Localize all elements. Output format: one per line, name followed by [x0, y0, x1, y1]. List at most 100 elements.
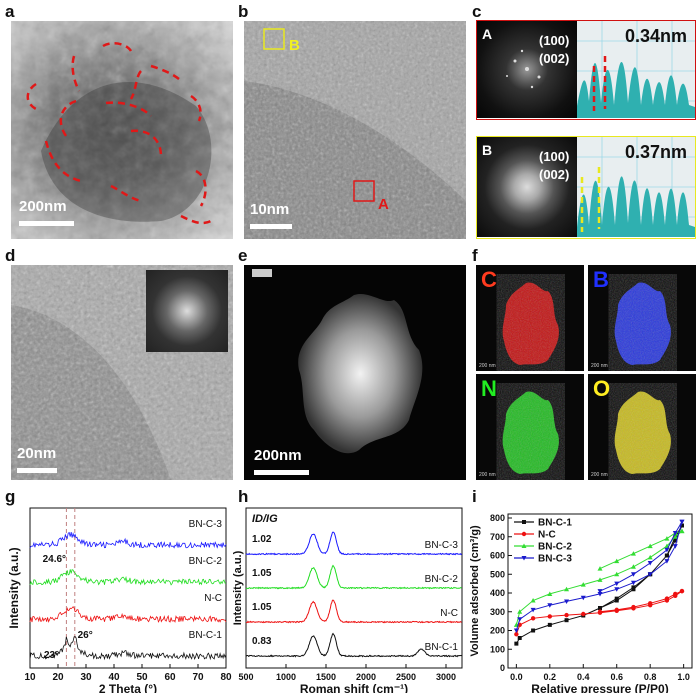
- x-axis-label-h: Roman shift (cm⁻¹): [300, 682, 408, 693]
- data-point: [581, 611, 586, 617]
- y-axis-label-i: Volume adsorbed (cm³/g): [469, 525, 481, 657]
- eds-label-o: O: [593, 376, 611, 401]
- eds-map-b: B 200 nm: [588, 265, 696, 371]
- fft-inset-d: [146, 270, 228, 352]
- data-point: [517, 636, 522, 640]
- panel-label-h: h: [238, 487, 249, 506]
- scalebar-a-text: 200nm: [19, 198, 67, 215]
- data-point: [597, 566, 603, 571]
- eds-label-b: B: [593, 267, 609, 292]
- plane-002-b: (002): [539, 167, 570, 182]
- x-tick-label-i: 0.8: [644, 672, 657, 682]
- data-point: [630, 564, 636, 569]
- data-point: [614, 587, 620, 592]
- data-point: [531, 628, 536, 633]
- scalebar-e: [254, 470, 309, 475]
- series-line-n-c: [246, 599, 462, 624]
- spacing-b: 0.37nm: [625, 142, 688, 162]
- data-point: [513, 628, 519, 633]
- data-point: [521, 531, 527, 537]
- series-line-bn-c-3: [245, 531, 463, 556]
- annotation-24-6: 24.6°: [43, 554, 66, 565]
- annotation-23: 23°: [44, 650, 59, 661]
- ratio-label-bn-c-1: 0.83: [252, 636, 272, 647]
- raman-chart: ID/IG BN-C-3 1.02 BN-C-2 1.05 N-C 1.05 BN-C-1 0.…: [232, 507, 463, 693]
- data-point: [647, 561, 653, 566]
- plane-002-a: (002): [539, 51, 570, 66]
- panel-label-e: e: [238, 246, 248, 265]
- data-point: [647, 601, 653, 606]
- eds-label-n: N: [481, 376, 497, 401]
- data-point: [630, 580, 636, 586]
- y-tick-label-i: 100: [490, 644, 505, 654]
- panel-label-i: i: [472, 487, 477, 506]
- data-point: [614, 581, 620, 587]
- scalebar-b-text: 10nm: [250, 201, 290, 218]
- box-a-label: A: [378, 196, 389, 213]
- panel-c-bottom: B (100) (002) 0.37nm: [476, 136, 696, 239]
- y-tick-label-i: 800: [490, 513, 505, 523]
- series-label-bn-c-2: BN-C-2: [189, 556, 223, 567]
- data-point: [672, 544, 678, 549]
- x-tick-label-g: 30: [80, 672, 92, 683]
- y-tick-label-i: 600: [490, 551, 505, 561]
- scalebar-d: [17, 468, 57, 473]
- data-point: [514, 632, 519, 637]
- x-tick-label-g: 50: [136, 672, 148, 683]
- data-point: [664, 559, 670, 564]
- y-axis-label-g: Intensity (a.u.): [7, 547, 21, 628]
- panel-a-tem-image: 200nm: [11, 21, 233, 239]
- x-tick-label-g: 80: [220, 672, 232, 683]
- data-point: [547, 614, 553, 619]
- panel-label-c: c: [472, 2, 482, 21]
- tag-a: A: [482, 26, 493, 42]
- y-tick-label-i: 200: [490, 626, 505, 636]
- series-label-bn-c-1: BN-C-1: [189, 630, 223, 641]
- panel-label-d: d: [5, 246, 16, 265]
- series-line-bn-c-1: [245, 632, 462, 658]
- series-label-bn-c-1: BN-C-1: [425, 642, 459, 653]
- data-point: [564, 599, 570, 604]
- data-point: [664, 547, 670, 553]
- box-b-label: B: [289, 37, 300, 54]
- ratio-label-bn-c-3: 1.02: [252, 534, 272, 545]
- legend-label-bn-c-2: BN-C-2: [538, 542, 572, 553]
- x-tick-label-g: 10: [24, 672, 36, 683]
- data-point: [517, 609, 523, 614]
- data-point: [631, 604, 636, 610]
- data-point: [521, 556, 527, 561]
- x-tick-label-i: 0.4: [577, 672, 590, 682]
- panel-f-eds-maps: C 200 nm B 200 nm N 200 nm O 200 nm: [476, 265, 696, 480]
- series-line-bn-c-2: [245, 564, 462, 590]
- data-point: [679, 588, 685, 594]
- data-point: [580, 582, 586, 587]
- y-axis-label-h: Intensity (a.u.): [232, 550, 244, 625]
- x-tick-label-h: 500: [238, 672, 253, 682]
- line-profile-a: [577, 21, 695, 118]
- series-label-bn-c-3: BN-C-3: [425, 540, 459, 551]
- data-point: [614, 558, 620, 564]
- data-point: [664, 536, 670, 541]
- data-point: [530, 607, 536, 613]
- annotation-26: 26°: [78, 630, 93, 641]
- data-point: [673, 591, 678, 597]
- data-point: [647, 572, 653, 577]
- data-point: [630, 551, 636, 556]
- eds-scale-text: 200 nm: [591, 472, 608, 478]
- data-point: [679, 519, 685, 525]
- scalebar-b: [250, 224, 292, 229]
- data-point: [564, 586, 570, 592]
- y-tick-label-i: 0: [500, 663, 505, 673]
- data-point: [672, 531, 678, 536]
- plot-frame-i: [507, 513, 693, 669]
- legend-label-bn-c-3: BN-C-3: [538, 554, 572, 565]
- data-point: [647, 554, 653, 560]
- x-axis-label-g: 2 Theta (°): [99, 682, 157, 693]
- data-point: [514, 641, 519, 646]
- y-tick-label-i: 700: [490, 532, 505, 542]
- plot-frame-g: [29, 507, 227, 669]
- x-tick-label-i: 0.6: [610, 672, 623, 682]
- x-tick-label-i: 1.0: [677, 672, 690, 682]
- data-point: [597, 577, 603, 582]
- data-point: [521, 543, 527, 548]
